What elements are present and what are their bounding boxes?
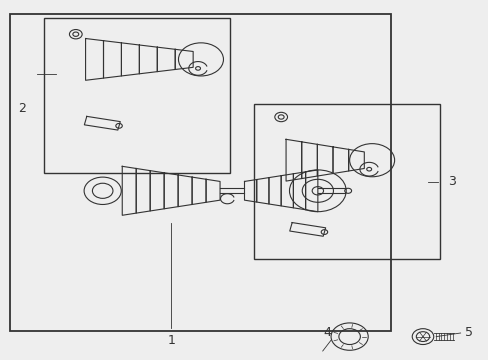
Text: 1: 1: [167, 334, 175, 347]
Text: 5: 5: [465, 327, 472, 339]
Bar: [10, 14, 390, 331]
Text: 4: 4: [323, 327, 331, 339]
Bar: [254, 104, 439, 259]
Text: 3: 3: [447, 175, 455, 188]
Bar: [44, 18, 229, 173]
Text: 2: 2: [18, 102, 26, 114]
